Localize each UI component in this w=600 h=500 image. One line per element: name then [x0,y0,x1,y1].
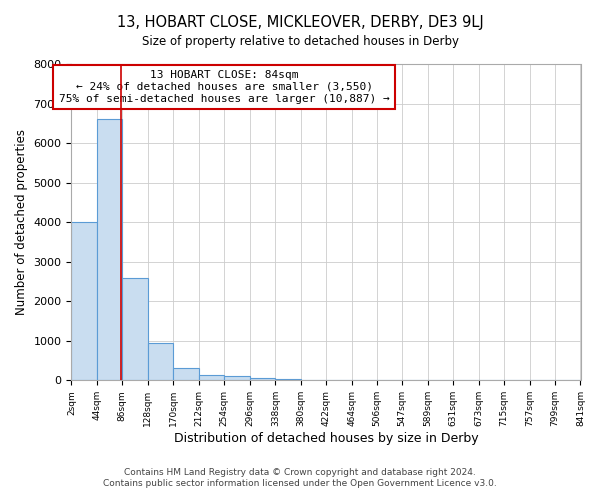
Bar [148,343,173,380]
Text: 13 HOBART CLOSE: 84sqm
← 24% of detached houses are smaller (3,550)
75% of semi-: 13 HOBART CLOSE: 84sqm ← 24% of detached… [59,70,389,104]
Bar [97,120,122,380]
X-axis label: Distribution of detached houses by size in Derby: Distribution of detached houses by size … [173,432,478,445]
Y-axis label: Number of detached properties: Number of detached properties [15,129,28,315]
Bar [275,379,301,380]
Bar [173,368,199,380]
Bar [71,222,97,380]
Bar [122,278,148,380]
Bar [250,378,275,380]
Bar [224,376,250,380]
Bar [199,375,224,380]
Text: Size of property relative to detached houses in Derby: Size of property relative to detached ho… [142,35,458,48]
Text: 13, HOBART CLOSE, MICKLEOVER, DERBY, DE3 9LJ: 13, HOBART CLOSE, MICKLEOVER, DERBY, DE3… [116,15,484,30]
Text: Contains HM Land Registry data © Crown copyright and database right 2024.
Contai: Contains HM Land Registry data © Crown c… [103,468,497,487]
